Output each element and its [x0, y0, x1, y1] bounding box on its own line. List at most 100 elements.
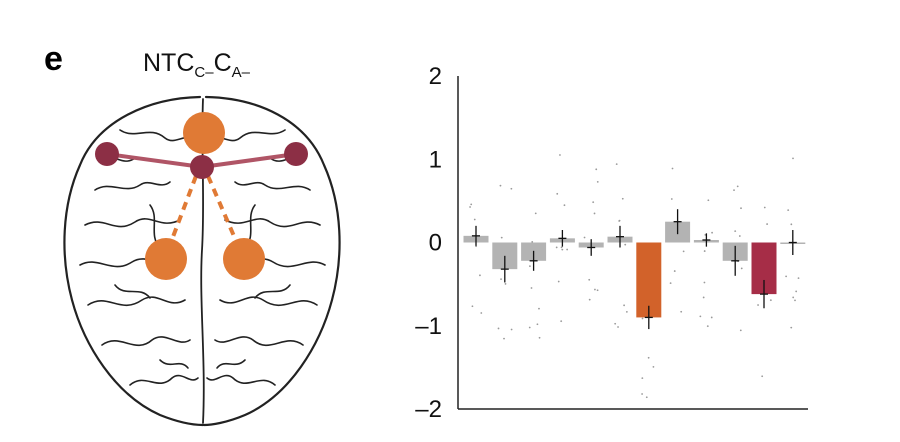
data-point: [785, 275, 788, 278]
data-point: [529, 265, 531, 268]
data-point: [555, 246, 558, 249]
node-orange-left: [145, 238, 187, 280]
individual-points: [469, 154, 800, 399]
data-point: [790, 223, 793, 226]
data-point: [528, 326, 531, 329]
data-point: [792, 296, 795, 299]
data-point: [797, 277, 800, 280]
data-point: [766, 223, 769, 225]
data-point: [790, 326, 793, 329]
data-point: [618, 219, 621, 222]
data-point: [596, 180, 599, 183]
solid-edge-right: [201, 152, 297, 169]
data-point: [617, 326, 619, 328]
data-point: [530, 287, 533, 289]
node-orange-top: [183, 112, 225, 154]
data-point: [769, 299, 772, 302]
node-maroon-center: [190, 155, 214, 179]
data-point: [792, 157, 794, 160]
panel-letter: e: [44, 40, 63, 78]
data-point: [499, 184, 502, 187]
data-point: [510, 328, 513, 331]
data-point: [614, 322, 617, 325]
data-point: [733, 189, 735, 192]
data-point: [641, 317, 644, 320]
data-point: [757, 304, 759, 306]
data-point: [479, 274, 481, 277]
data-point: [594, 288, 596, 291]
data-point: [738, 235, 741, 237]
data-point: [588, 278, 591, 281]
data-point: [787, 209, 790, 211]
data-point: [566, 248, 569, 251]
data-point: [703, 281, 706, 284]
data-point: [652, 366, 655, 368]
data-point: [592, 201, 595, 204]
y-tick-label: 2: [429, 63, 442, 90]
error-bars: [472, 209, 797, 330]
data-point: [673, 270, 676, 272]
data-point: [480, 312, 483, 314]
data-point: [763, 206, 766, 209]
node-orange-right: [223, 238, 265, 280]
data-point: [624, 243, 627, 246]
data-point: [702, 296, 705, 299]
data-point: [561, 248, 564, 251]
data-point: [699, 315, 702, 318]
y-tick-label: 1: [429, 146, 442, 173]
data-point: [669, 282, 672, 285]
data-point: [500, 278, 502, 280]
data-point: [504, 283, 507, 285]
bars: [463, 221, 806, 318]
brain-connections: [106, 152, 297, 251]
data-point: [682, 250, 685, 253]
data-point: [711, 231, 713, 234]
data-point: [531, 241, 534, 243]
data-point: [536, 323, 539, 326]
data-point: [740, 207, 742, 210]
data-point: [794, 299, 796, 302]
data-point: [641, 377, 644, 380]
data-point: [497, 327, 500, 330]
data-point: [559, 154, 561, 156]
data-point: [563, 204, 566, 207]
data-point: [538, 336, 541, 339]
y-tick-label: –1: [415, 313, 442, 340]
y-tick-labels: 2 1 0 –1 –2: [415, 63, 442, 423]
node-maroon-left: [95, 142, 119, 166]
data-point: [593, 212, 596, 215]
data-point: [625, 310, 628, 313]
data-point: [595, 168, 598, 171]
data-point: [510, 187, 513, 190]
data-point: [538, 307, 540, 310]
data-point: [583, 236, 586, 239]
data-point: [588, 298, 591, 301]
solid-edge-left: [106, 152, 203, 169]
data-point: [556, 192, 559, 195]
data-point: [623, 304, 626, 307]
data-point: [534, 212, 537, 215]
brain-nodes: [95, 112, 308, 280]
data-point: [557, 280, 560, 283]
data-point: [647, 356, 650, 359]
condition-label: NTCC–CA–: [143, 48, 250, 88]
data-point: [703, 250, 706, 252]
data-point: [739, 329, 742, 332]
condition-mid: C: [213, 49, 232, 77]
node-maroon-right: [284, 142, 308, 166]
data-point: [707, 199, 710, 202]
data-point: [761, 375, 764, 378]
data-point: [560, 320, 563, 323]
data-point: [641, 393, 643, 395]
data-point: [560, 246, 563, 249]
data-point: [596, 289, 599, 292]
y-tick-label: –2: [415, 396, 442, 423]
data-point: [734, 230, 737, 233]
data-point: [680, 310, 683, 313]
data-point: [710, 316, 713, 319]
condition-base: NTC: [143, 49, 195, 77]
data-point: [795, 290, 798, 293]
data-point: [740, 267, 743, 270]
data-point: [671, 167, 674, 170]
